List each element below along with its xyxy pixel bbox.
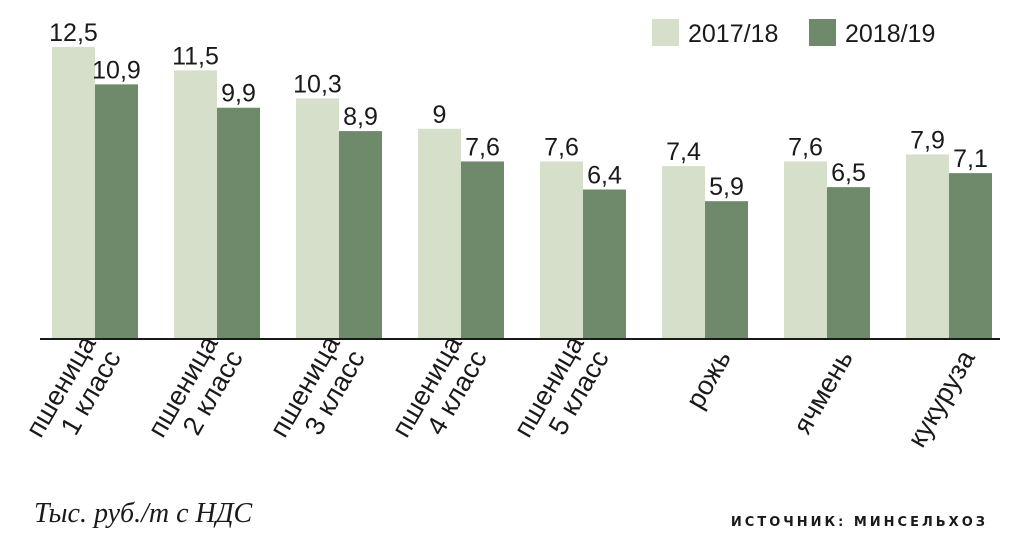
- legend: 2017/18 2018/19: [652, 19, 935, 48]
- data-label-2017-18-0: 12,5: [49, 19, 98, 47]
- data-label-2018-19-0: 10,9: [92, 56, 141, 84]
- data-label-2017-18-1: 11,5: [172, 42, 219, 70]
- category-label-line: ячмень: [787, 345, 859, 439]
- bar-2017-18-6: [784, 161, 827, 339]
- bar-2018-19-6: [827, 187, 870, 339]
- bar-2018-19-7: [949, 173, 992, 339]
- data-label-2017-18-5: 7,4: [666, 138, 701, 166]
- data-label-2018-19-7: 7,1: [953, 145, 988, 173]
- source-label: ИСТОЧНИК: МИНСЕЛЬХОЗ: [730, 515, 988, 530]
- category-label-6: ячмень: [787, 345, 859, 439]
- bar-2018-19-4: [583, 189, 626, 339]
- bar-2018-19-3: [461, 161, 504, 339]
- bar-2018-19-5: [705, 201, 748, 339]
- category-label-7: кукуруза: [902, 344, 982, 452]
- bar-2017-18-5: [662, 166, 705, 339]
- bar-2017-18-0: [52, 47, 95, 339]
- bar-2017-18-3: [418, 128, 461, 339]
- data-label-2017-18-7: 7,9: [910, 126, 945, 154]
- data-label-2018-19-2: 8,9: [343, 103, 378, 131]
- legend-label-2017-18: 2017/18: [688, 20, 778, 48]
- category-label-line: рожь: [680, 345, 737, 414]
- data-label-2017-18-4: 7,6: [544, 133, 579, 161]
- unit-label: Тыс. руб./т с НДС: [34, 498, 253, 529]
- bar-2018-19-2: [339, 131, 382, 339]
- bar-2018-19-1: [217, 107, 260, 340]
- bar-2017-18-1: [174, 70, 217, 340]
- data-label-2017-18-2: 10,3: [293, 70, 342, 98]
- bar-2017-18-4: [540, 161, 583, 339]
- legend-swatch-2017-18: [652, 19, 679, 46]
- bar-2017-18-7: [906, 154, 949, 339]
- bar-2018-19-0: [95, 84, 138, 339]
- data-label-2018-19-1: 9,9: [221, 80, 256, 108]
- legend-swatch-2018-19: [809, 19, 836, 46]
- data-label-2018-19-5: 5,9: [709, 173, 744, 201]
- data-label-2017-18-3: 9: [433, 101, 447, 129]
- data-label-2018-19-4: 6,4: [587, 161, 622, 189]
- category-label-line: кукуруза: [902, 344, 982, 452]
- legend-label-2018-19: 2018/19: [845, 20, 935, 48]
- category-label-5: рожь: [680, 345, 737, 414]
- data-label-2017-18-6: 7,6: [788, 133, 823, 161]
- data-label-2018-19-6: 6,5: [831, 159, 866, 187]
- bar-2017-18-2: [296, 98, 339, 339]
- data-label-2018-19-3: 7,6: [465, 133, 500, 161]
